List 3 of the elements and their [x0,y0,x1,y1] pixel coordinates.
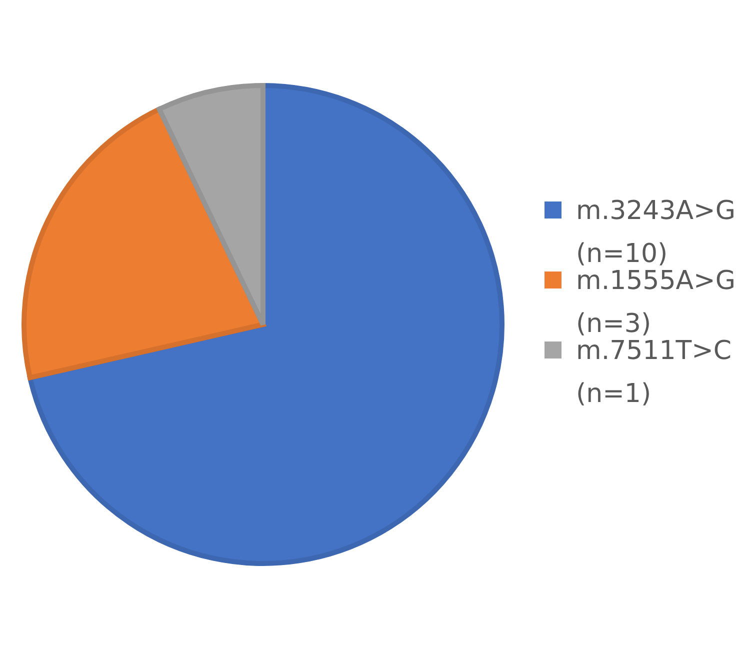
legend-label: m.3243A>G (n=10) [576,196,736,269]
legend-label: m.1555A>G (n=3) [576,266,736,339]
legend-label: m.7511T>C (n=1) [576,336,732,409]
